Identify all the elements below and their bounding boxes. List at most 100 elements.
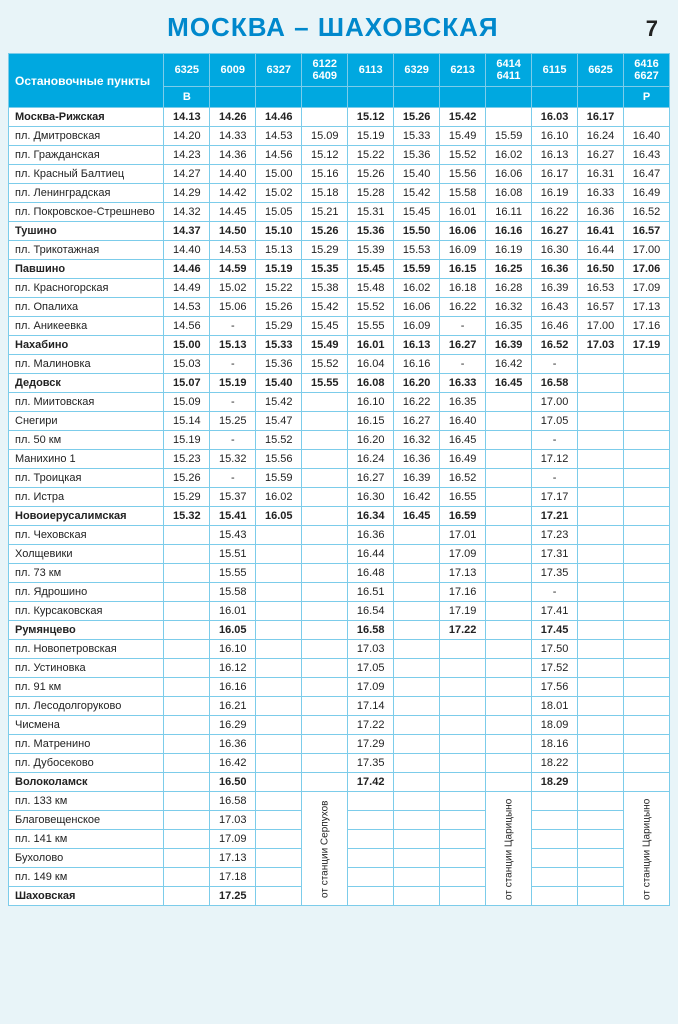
table-row: пл. Миитовская15.09-15.4216.1016.2216.35… [9,393,670,412]
time-cell: 16.28 [486,279,532,298]
time-cell: 16.32 [394,431,440,450]
time-cell [532,830,578,849]
time-cell [302,108,348,127]
time-cell [578,488,624,507]
timetable-body: Москва-Рижская14.1314.2614.4615.1215.261… [9,108,670,906]
time-cell: 16.20 [394,374,440,393]
time-cell: 16.41 [578,222,624,241]
time-cell: 15.41 [210,507,256,526]
time-cell: 16.30 [348,488,394,507]
train-subheader [532,87,578,108]
time-cell: 15.12 [348,108,394,127]
table-row: пл. Аникеевка14.56-15.2915.4515.5516.09-… [9,317,670,336]
stop-name: Волоколамск [9,773,164,792]
train-header: 6113 [348,54,394,87]
time-cell [624,716,670,735]
time-cell: 15.35 [302,260,348,279]
stop-name: пл. 133 км [9,792,164,811]
time-cell: 16.22 [394,393,440,412]
table-row: пл. Курсаковская16.0116.5417.1917.41 [9,602,670,621]
time-cell: 15.02 [256,184,302,203]
stop-name: Чисмена [9,716,164,735]
time-cell: 17.13 [440,564,486,583]
time-cell: 16.36 [210,735,256,754]
time-cell [394,735,440,754]
time-cell: 18.22 [532,754,578,773]
time-cell: 14.46 [164,260,210,279]
time-cell: 17.50 [532,640,578,659]
stop-name: пл. Устиновка [9,659,164,678]
time-cell: 16.54 [348,602,394,621]
time-cell: 16.27 [578,146,624,165]
time-cell: 16.02 [256,488,302,507]
train-header: 64166627 [624,54,670,87]
time-cell: 16.10 [532,127,578,146]
train-subheader [578,87,624,108]
time-cell: 14.33 [210,127,256,146]
time-cell [302,640,348,659]
time-cell [486,393,532,412]
time-cell: 15.26 [348,165,394,184]
time-cell: 15.58 [210,583,256,602]
train-subheader [440,87,486,108]
time-cell: - [440,355,486,374]
time-cell [164,811,210,830]
time-cell: 15.52 [256,431,302,450]
time-cell: - [210,431,256,450]
time-cell [578,830,624,849]
time-cell: 15.05 [256,203,302,222]
time-cell: 17.09 [440,545,486,564]
time-cell: 17.18 [210,868,256,887]
time-cell: 16.11 [486,203,532,222]
time-cell [578,659,624,678]
time-cell [164,754,210,773]
stop-name: пл. Лесодолгоруково [9,697,164,716]
time-cell [578,792,624,811]
table-row: Чисмена16.2917.2218.09 [9,716,670,735]
table-row: пл. Малиновка15.03-15.3615.5216.0416.16-… [9,355,670,374]
stop-name: пл. Матренино [9,735,164,754]
time-cell: 16.44 [348,545,394,564]
time-cell: 16.27 [532,222,578,241]
time-cell: 16.05 [210,621,256,640]
time-cell [440,792,486,811]
table-row: Тушино14.3714.5015.1015.2615.3615.5016.0… [9,222,670,241]
time-cell [624,678,670,697]
time-cell: 15.40 [394,165,440,184]
table-row: пл. Новопетровская16.1017.0317.50 [9,640,670,659]
time-cell [256,621,302,640]
time-cell [394,545,440,564]
time-cell [578,431,624,450]
time-cell [164,792,210,811]
time-cell [394,697,440,716]
stop-name: пл. Ленинградская [9,184,164,203]
time-cell [348,792,394,811]
time-cell [440,887,486,906]
time-cell [394,526,440,545]
time-cell: 16.08 [486,184,532,203]
time-cell: 14.23 [164,146,210,165]
time-cell: 15.29 [302,241,348,260]
time-cell: 17.09 [348,678,394,697]
time-cell: 16.40 [440,412,486,431]
time-cell [486,526,532,545]
time-cell: 15.09 [302,127,348,146]
time-cell: 16.39 [394,469,440,488]
time-cell [256,773,302,792]
time-cell: 16.24 [348,450,394,469]
time-cell: 14.59 [210,260,256,279]
time-cell: 17.52 [532,659,578,678]
time-cell [440,773,486,792]
time-cell [624,355,670,374]
time-cell [532,849,578,868]
time-cell: 14.27 [164,165,210,184]
time-cell: 15.31 [348,203,394,222]
time-cell: 16.25 [486,260,532,279]
time-cell [256,602,302,621]
train-header: 6325 [164,54,210,87]
time-cell: 17.13 [624,298,670,317]
time-cell [486,564,532,583]
time-cell [348,811,394,830]
time-cell: 14.40 [164,241,210,260]
time-cell [440,754,486,773]
